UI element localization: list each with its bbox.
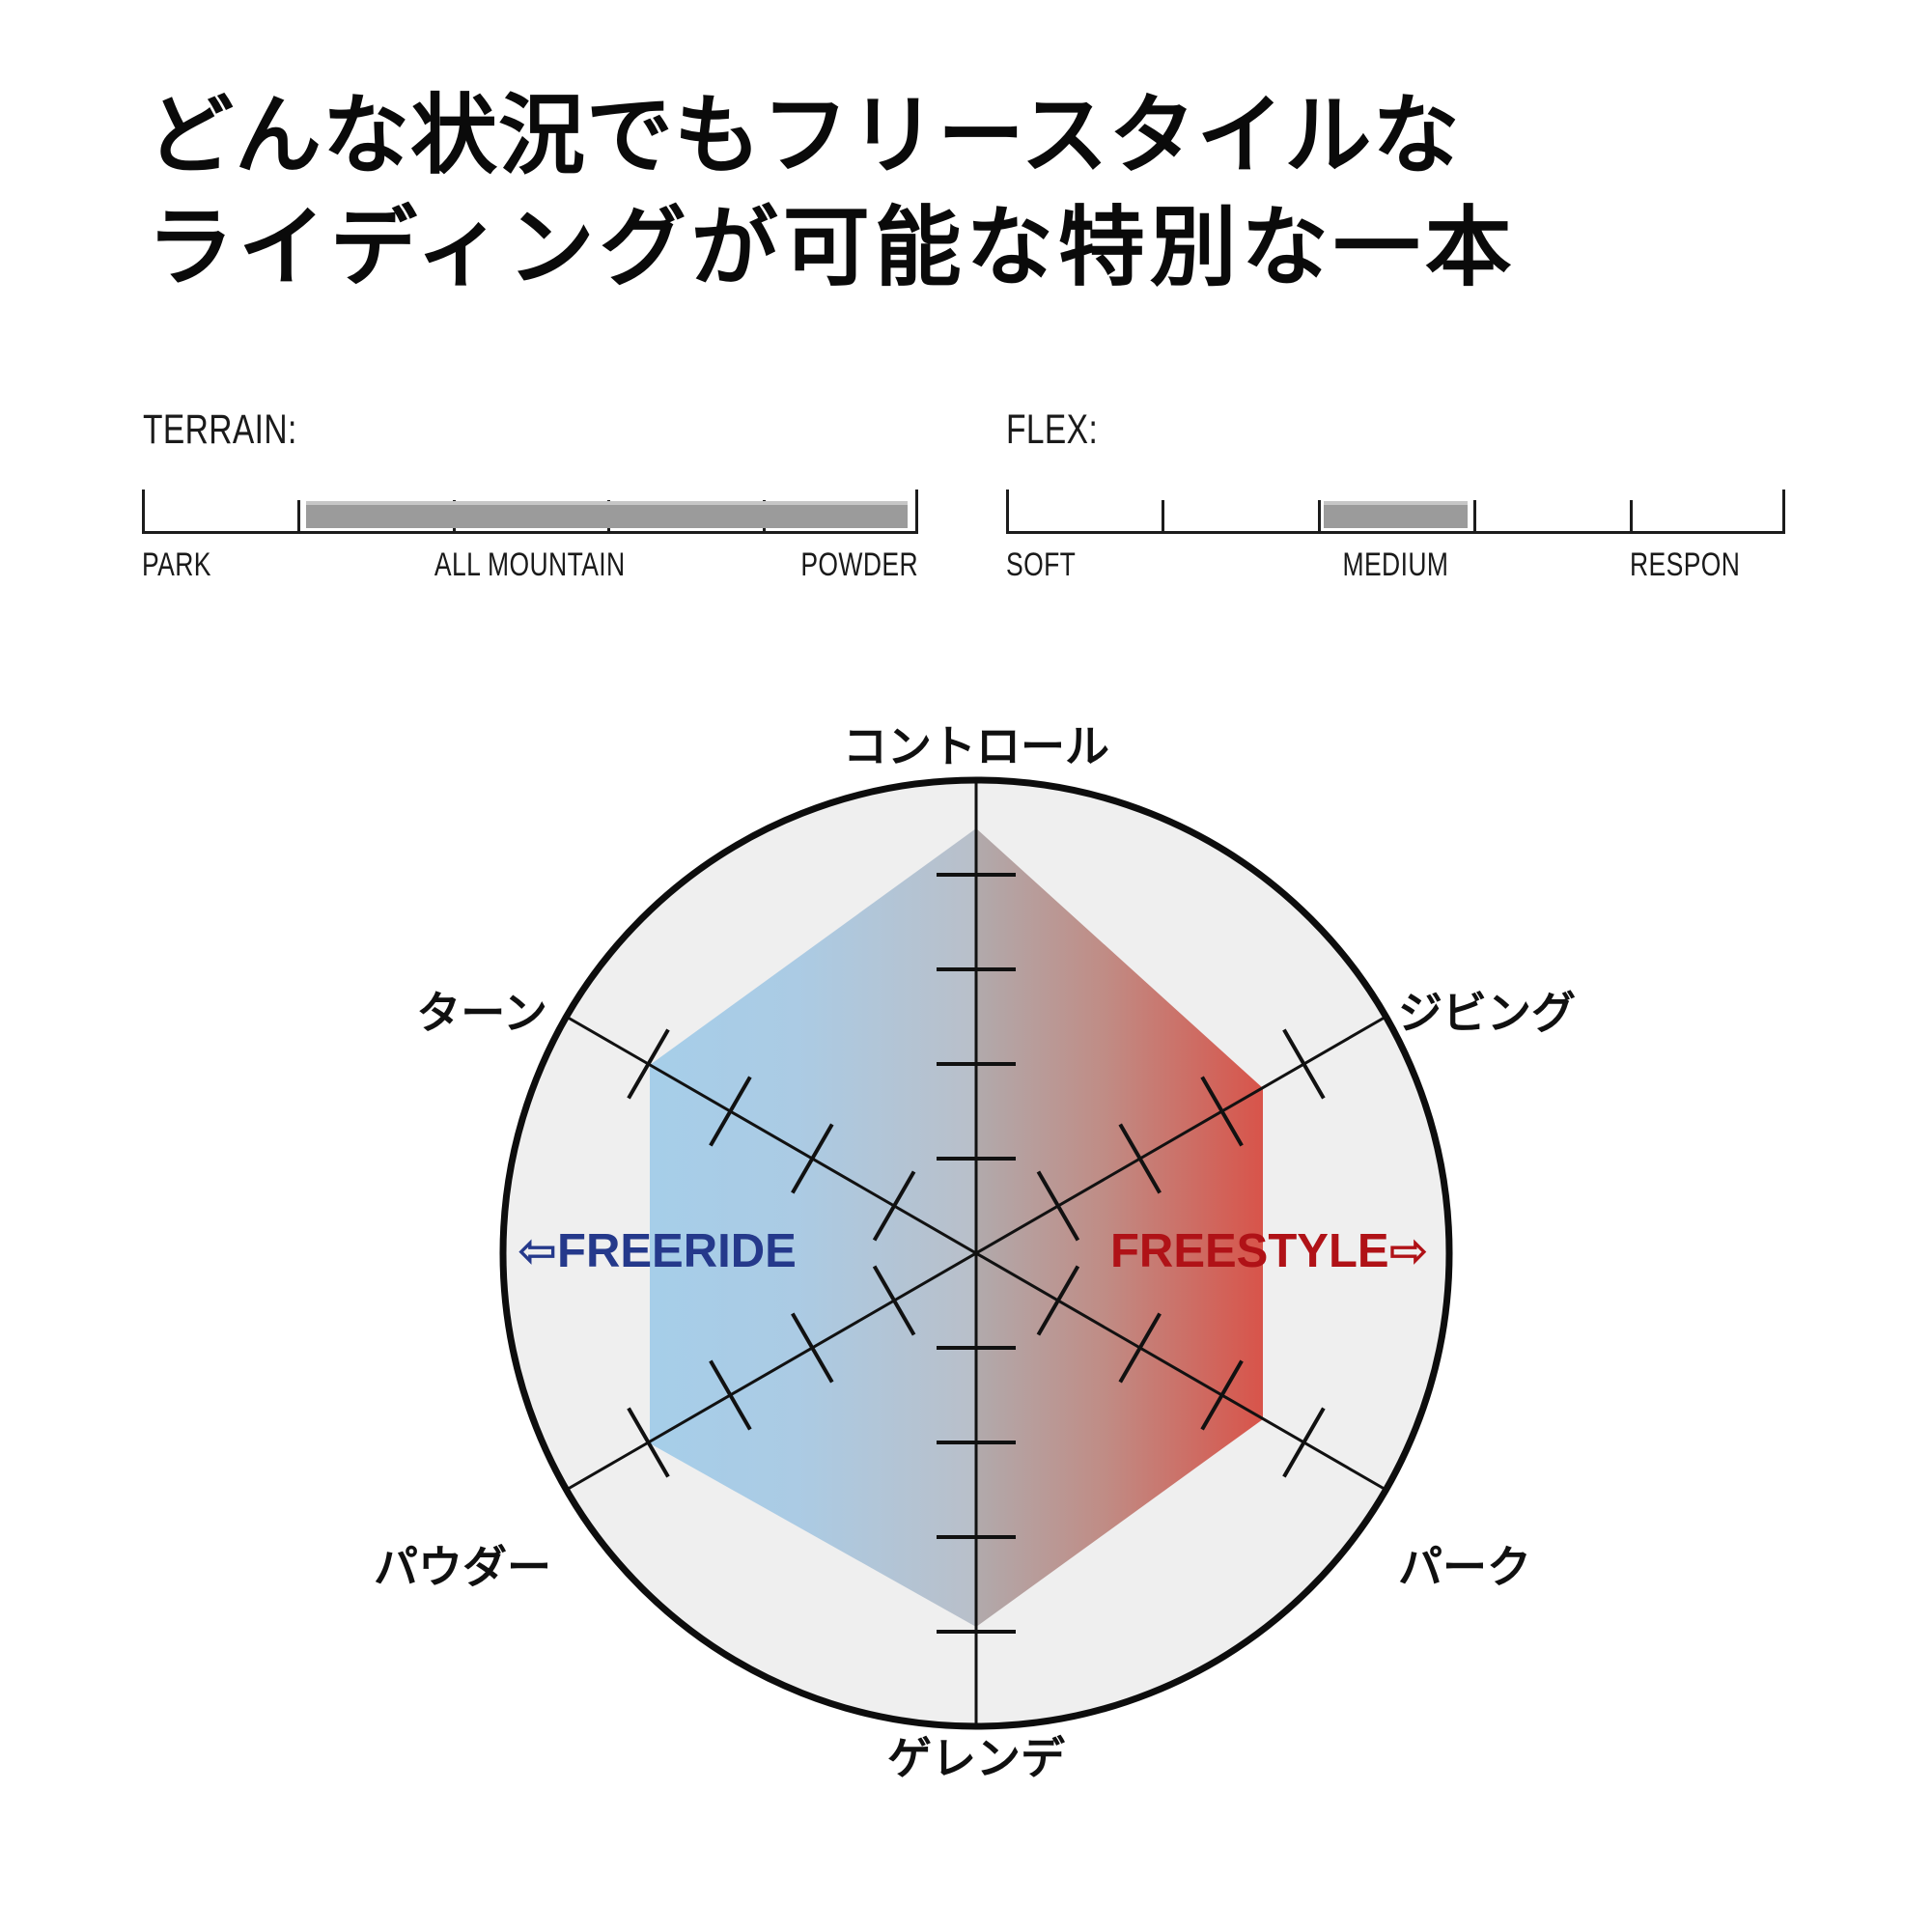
terrain-label-powder: POWDER (800, 546, 918, 583)
radar-label-powder: パウダー (374, 1542, 551, 1592)
terrain-range-bar (306, 501, 908, 528)
terrain-label-all-mountain: ALL MOUNTAIN (434, 546, 626, 583)
radar-circle-rim (499, 776, 1453, 1730)
terrain-tick (296, 500, 300, 534)
flex-label-medium: MEDIUM (1342, 546, 1448, 583)
radar-ticks (627, 873, 1326, 1634)
terrain-section-label: TERRAIN: (143, 406, 297, 453)
freestyle-direction-label: FREESTYLE⇨ (1110, 1225, 1429, 1277)
flex-tick (1629, 500, 1633, 534)
flex-axis-line (1006, 531, 1785, 534)
radar-freeride-half (650, 828, 976, 1627)
radar-label-park: パーク (1398, 1542, 1531, 1592)
flex-range-bar (1324, 501, 1468, 528)
terrain-axis-line (142, 531, 918, 534)
radar-label-turn: ターン (416, 988, 547, 1038)
radar-label-control: コントロール (843, 721, 1109, 771)
flex-tick (1162, 500, 1165, 534)
radar-label-gelande: ゲレンデ (887, 1733, 1065, 1783)
page-title-line-2: ライディングが可能な特別な一本 (147, 200, 1517, 296)
flex-tick (1317, 500, 1321, 534)
terrain-scale (142, 488, 918, 534)
page-title-line-1: どんな状況でもフリースタイルな (147, 88, 1461, 184)
flex-scale (1006, 488, 1785, 534)
flex-tick (1782, 490, 1785, 534)
radar-axes (565, 780, 1387, 1726)
flex-tick (1006, 490, 1009, 534)
flex-tick (1473, 500, 1477, 534)
terrain-label-park: PARK (142, 546, 211, 583)
flex-label-soft: SOFT (1006, 546, 1077, 583)
radar-freestyle-half (976, 828, 1263, 1627)
freeride-direction-label: ⇦FREERIDE (518, 1225, 797, 1277)
terrain-tick (915, 490, 918, 534)
terrain-tick (142, 490, 145, 534)
radar-label-jibbing: ジビング (1398, 988, 1576, 1038)
flex-section-label: FLEX: (1006, 406, 1099, 453)
flex-label-responsive: RESPONSIVE (1630, 548, 1738, 581)
